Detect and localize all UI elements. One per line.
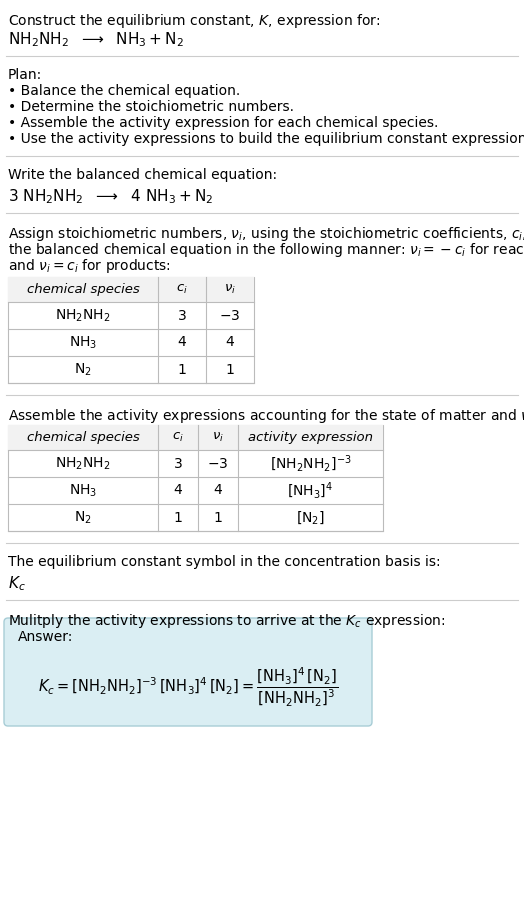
- Bar: [8, 425, 383, 450]
- Text: and $\nu_i = c_i$ for products:: and $\nu_i = c_i$ for products:: [8, 257, 171, 275]
- Text: $[\mathrm{NH_2NH_2}]^{-3}$: $[\mathrm{NH_2NH_2}]^{-3}$: [270, 453, 351, 474]
- Text: 4: 4: [178, 335, 187, 350]
- Bar: [8, 277, 254, 383]
- Text: 4: 4: [214, 484, 222, 497]
- Text: $3\ \mathrm{NH_2NH_2}$  $\longrightarrow$  $4\ \mathrm{NH_3 + N_2}$: $3\ \mathrm{NH_2NH_2}$ $\longrightarrow$…: [8, 187, 213, 206]
- Text: 1: 1: [178, 362, 187, 377]
- Text: $c_i$: $c_i$: [176, 283, 188, 296]
- Text: $K_c$: $K_c$: [8, 574, 26, 592]
- Text: $-3$: $-3$: [208, 457, 228, 470]
- Text: $\mathrm{NH_3}$: $\mathrm{NH_3}$: [69, 334, 97, 351]
- Text: the balanced chemical equation in the following manner: $\nu_i = -c_i$ for react: the balanced chemical equation in the fo…: [8, 241, 524, 259]
- Text: 1: 1: [214, 511, 222, 524]
- Text: 4: 4: [226, 335, 234, 350]
- Text: Write the balanced chemical equation:: Write the balanced chemical equation:: [8, 168, 277, 182]
- FancyBboxPatch shape: [4, 618, 372, 726]
- Text: 1: 1: [173, 511, 182, 524]
- Text: $\nu_i$: $\nu_i$: [224, 283, 236, 296]
- Text: chemical species: chemical species: [27, 283, 139, 296]
- Text: $c_i$: $c_i$: [172, 431, 184, 444]
- Text: $\mathrm{N_2}$: $\mathrm{N_2}$: [74, 361, 92, 378]
- Text: chemical species: chemical species: [27, 431, 139, 444]
- Text: $[\mathrm{N_2}]$: $[\mathrm{N_2}]$: [296, 509, 325, 526]
- Text: • Balance the chemical equation.: • Balance the chemical equation.: [8, 84, 240, 98]
- Text: Construct the equilibrium constant, $K$, expression for:: Construct the equilibrium constant, $K$,…: [8, 12, 380, 30]
- Text: $K_c = [\mathrm{NH_2NH_2}]^{-3}\,[\mathrm{NH_3}]^4\,[\mathrm{N_2}] = \dfrac{[\ma: $K_c = [\mathrm{NH_2NH_2}]^{-3}\,[\mathr…: [38, 665, 338, 708]
- Text: • Assemble the activity expression for each chemical species.: • Assemble the activity expression for e…: [8, 116, 439, 130]
- Text: Assign stoichiometric numbers, $\nu_i$, using the stoichiometric coefficients, $: Assign stoichiometric numbers, $\nu_i$, …: [8, 225, 524, 243]
- Text: $\mathrm{NH_3}$: $\mathrm{NH_3}$: [69, 482, 97, 499]
- Text: • Determine the stoichiometric numbers.: • Determine the stoichiometric numbers.: [8, 100, 294, 114]
- Text: $\mathrm{NH_2NH_2}$  $\longrightarrow$  $\mathrm{NH_3 + N_2}$: $\mathrm{NH_2NH_2}$ $\longrightarrow$ $\…: [8, 30, 184, 49]
- Bar: [8, 277, 254, 302]
- Text: $\mathrm{NH_2NH_2}$: $\mathrm{NH_2NH_2}$: [55, 455, 111, 472]
- Text: Plan:: Plan:: [8, 68, 42, 82]
- Text: $\nu_i$: $\nu_i$: [212, 431, 224, 444]
- Text: Mulitply the activity expressions to arrive at the $K_c$ expression:: Mulitply the activity expressions to arr…: [8, 612, 445, 630]
- Text: Assemble the activity expressions accounting for the state of matter and $\nu_i$: Assemble the activity expressions accoun…: [8, 407, 524, 425]
- Text: $\mathrm{NH_2NH_2}$: $\mathrm{NH_2NH_2}$: [55, 307, 111, 324]
- Text: activity expression: activity expression: [248, 431, 373, 444]
- Text: 3: 3: [178, 308, 187, 323]
- Text: • Use the activity expressions to build the equilibrium constant expression.: • Use the activity expressions to build …: [8, 132, 524, 146]
- Text: 4: 4: [173, 484, 182, 497]
- Text: $[\mathrm{NH_3}]^4$: $[\mathrm{NH_3}]^4$: [288, 480, 334, 501]
- Text: Answer:: Answer:: [18, 630, 73, 644]
- Text: $-3$: $-3$: [220, 308, 241, 323]
- Bar: [8, 425, 383, 531]
- Text: The equilibrium constant symbol in the concentration basis is:: The equilibrium constant symbol in the c…: [8, 555, 441, 569]
- Text: 3: 3: [173, 457, 182, 470]
- Text: $\mathrm{N_2}$: $\mathrm{N_2}$: [74, 510, 92, 526]
- Text: 1: 1: [225, 362, 234, 377]
